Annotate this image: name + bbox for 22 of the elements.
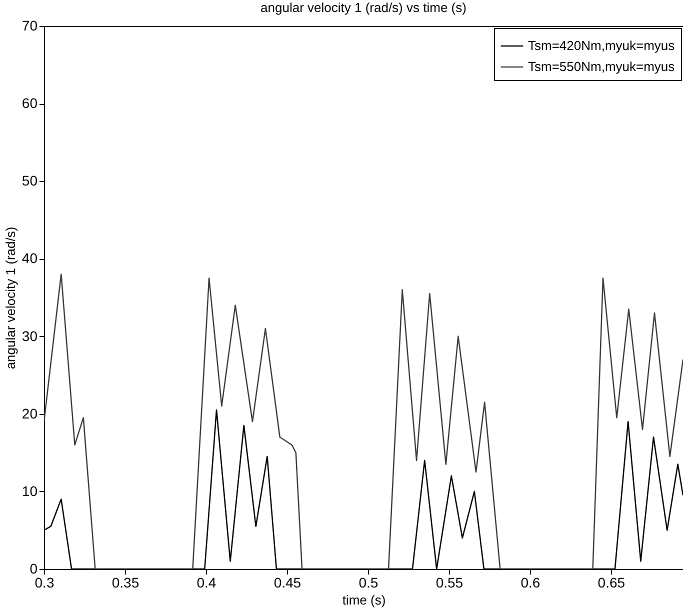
x-tick-label: 0.4 [196, 574, 216, 590]
legend-label: Tsm=550Nm,myuk=myus [528, 59, 676, 74]
y-axis-title: angular velocity 1 (rad/s) [2, 226, 18, 370]
y-tick-label: 10 [22, 482, 38, 499]
y-tick-label: 70 [22, 18, 38, 34]
x-tick-label: 0.3 [34, 574, 54, 590]
x-tick-label: 0.5 [358, 574, 378, 590]
x-tick-label: 0.6 [520, 574, 540, 590]
y-tick-label: 0 [30, 560, 38, 576]
x-tick-label: 0.55 [436, 574, 464, 590]
chart-title: angular velocity 1 (rad/s) vs time (s) [260, 0, 466, 15]
x-tick-label: 0.45 [274, 574, 302, 590]
y-tick-label: 40 [22, 250, 38, 266]
x-axis-title: time (s) [342, 592, 386, 608]
y-tick-label: 60 [22, 95, 38, 112]
y-tick-label: 30 [22, 328, 38, 344]
y-tick-label: 50 [22, 172, 38, 189]
x-tick-label: 0.35 [112, 574, 140, 590]
x-tick-label: 0.65 [598, 574, 626, 590]
y-tick-label: 20 [22, 405, 38, 422]
legend-label: Tsm=420Nm,myuk=myus [528, 38, 676, 53]
line-series [44, 274, 683, 569]
